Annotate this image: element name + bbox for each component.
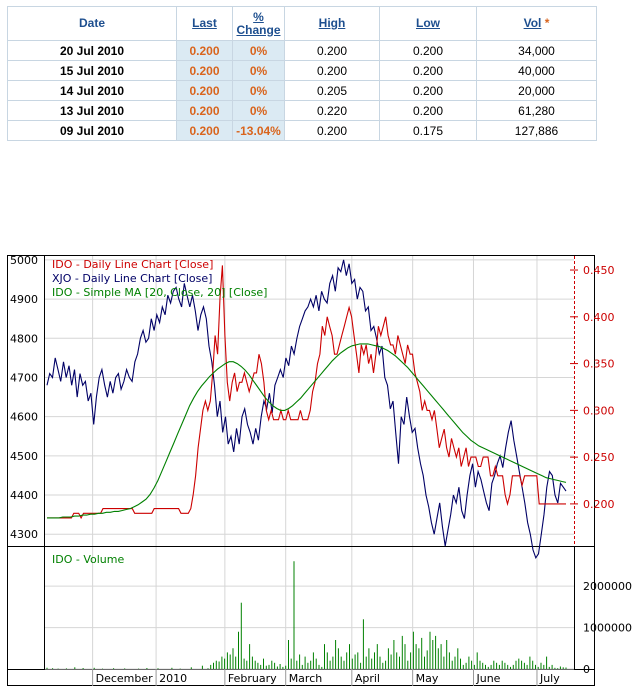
- quote-table: Date Last % Change High Low Vol * 20 Jul…: [7, 6, 597, 141]
- series-line-xjo: [46, 259, 567, 560]
- change-cell: 0%: [232, 80, 285, 101]
- last-cell: 0.200: [176, 40, 233, 61]
- legend-ido-ma: IDO - Simple MA [20, Close, 20] [Close]: [52, 286, 267, 299]
- vol-footnote-marker: *: [544, 16, 550, 30]
- volume-axis-tick-label: 2000000: [583, 580, 632, 593]
- legend-ido-close: IDO - Daily Line Chart [Close]: [52, 258, 213, 271]
- table-row: 13 Jul 2010 0.200 0% 0.220 0.200 61,280: [7, 100, 597, 121]
- right-axis-tick-label: 0.200: [583, 498, 615, 511]
- right-axis-tick-label: 0.350: [583, 358, 615, 371]
- left-axis-tick-label: 4400: [10, 489, 38, 502]
- main-chart-frame: [7, 255, 595, 547]
- vol-header-label[interactable]: Vol: [523, 16, 542, 30]
- low-cell: 0.200: [379, 100, 477, 121]
- left-axis-tick-label: 5000: [10, 254, 38, 267]
- table-row: 14 Jul 2010 0.200 0% 0.205 0.200 20,000: [7, 80, 597, 101]
- right-axis-tick-label: 0.300: [583, 404, 615, 417]
- high-cell: 0.200: [284, 120, 380, 141]
- volume-axis-tick-label: 0: [583, 663, 590, 676]
- change-cell: -13.04%: [232, 120, 285, 141]
- last-cell: 0.200: [176, 80, 233, 101]
- legend-xjo-close: XJO - Daily Line Chart [Close]: [52, 272, 212, 285]
- change-header-line2: Change: [236, 22, 281, 37]
- last-cell: 0.200: [176, 100, 233, 121]
- x-month-label: December: [96, 672, 154, 685]
- legend-ido-volume: IDO - Volume: [52, 553, 124, 566]
- table-row: 20 Jul 2010 0.200 0% 0.200 0.200 34,000: [7, 40, 597, 61]
- table-row: 09 Jul 2010 0.200 -13.04% 0.200 0.175 127,886: [7, 120, 597, 141]
- right-axis-tick-label: 0.450: [583, 264, 615, 277]
- left-axis-tick-label: 4300: [10, 528, 38, 541]
- series-line-ido-ma: [47, 343, 567, 519]
- high-column-header[interactable]: High: [284, 6, 380, 41]
- last-cell: 0.200: [176, 120, 233, 141]
- volume-axis-tick-label: 1000000: [583, 622, 632, 635]
- table-header-row: Date Last % Change High Low Vol *: [7, 6, 597, 41]
- left-axis-tick-label: 4800: [10, 332, 38, 345]
- low-cell: 0.200: [379, 40, 477, 61]
- x-month-label: 2010: [159, 672, 187, 685]
- x-month-label: March: [289, 672, 323, 685]
- vol-column-header[interactable]: Vol *: [476, 6, 597, 41]
- date-column-header: Date: [7, 6, 177, 41]
- x-month-label: April: [355, 672, 380, 685]
- x-month-label: February: [228, 672, 277, 685]
- change-cell: 0%: [232, 100, 285, 121]
- x-month-label: July: [539, 672, 560, 685]
- low-cell: 0.175: [379, 120, 477, 141]
- left-axis-tick-label: 4700: [10, 371, 38, 384]
- last-cell: 0.200: [176, 60, 233, 81]
- date-cell: 09 Jul 2010: [7, 120, 177, 141]
- change-cell: 0%: [232, 60, 285, 81]
- right-axis-tick-label: 0.400: [583, 311, 615, 324]
- high-cell: 0.205: [284, 80, 380, 101]
- volume-chart-frame: [7, 546, 595, 686]
- x-month-label: June: [475, 672, 500, 685]
- right-axis-tick-label: 0.250: [583, 451, 615, 464]
- left-axis-tick-label: 4500: [10, 450, 38, 463]
- left-axis-tick-label: 4600: [10, 411, 38, 424]
- x-month-label: May: [416, 672, 439, 685]
- change-header-line1: %: [253, 9, 264, 24]
- low-column-header[interactable]: Low: [379, 6, 477, 41]
- vol-cell: 127,886: [476, 120, 597, 141]
- left-axis-tick-label: 4900: [10, 293, 38, 306]
- series-line-ido: [47, 265, 566, 520]
- table-row: 15 Jul 2010 0.200 0% 0.200 0.200 40,000: [7, 60, 597, 81]
